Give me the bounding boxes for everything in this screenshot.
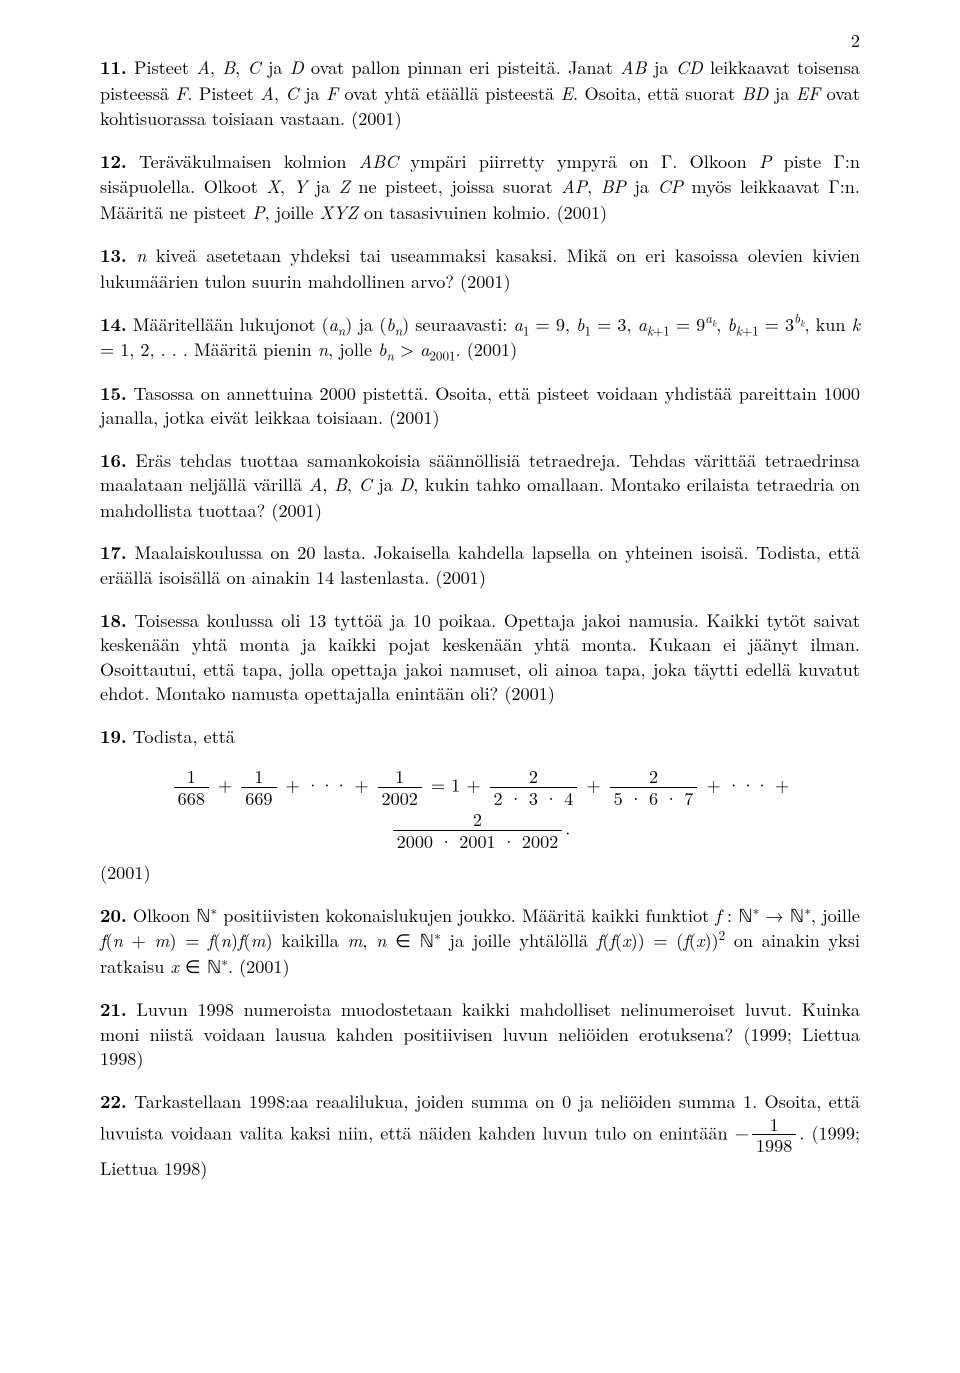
problem: 16. Eräs tehdas tuottaa samankokoisia sä… — [100, 448, 860, 523]
page: 2 11. Pisteet A, B, C ja D ovat pallon p… — [0, 0, 960, 1373]
problem-year: (2001) — [435, 564, 486, 590]
problem-year: (2001) — [467, 336, 518, 362]
problem: 15. Tasossa on annettuina 2000 pistettä.… — [100, 381, 860, 430]
problem-year: (2001) — [239, 953, 290, 979]
problem: 21. Luvun 1998 numeroista muodostetaan k… — [100, 997, 860, 1071]
problem-year: (2001) — [100, 860, 860, 885]
problem-year: (1999; Liettua 1998) — [100, 1021, 860, 1072]
problem-year: (2001) — [351, 105, 402, 131]
problem-year: (2001) — [504, 680, 555, 706]
problem-number: 13. — [100, 242, 127, 268]
page-number: 2 — [851, 28, 860, 53]
problem: 17. Maalaiskoulussa on 20 lasta. Jokaise… — [100, 540, 860, 589]
problem-year: (2001) — [389, 404, 440, 430]
problem-year: (2001) — [460, 268, 511, 294]
problem-number: 18. — [100, 607, 127, 633]
problem-number: 14. — [100, 311, 127, 337]
problem-number: 20. — [100, 902, 127, 928]
problem: 18. Toisessa koulussa oli 13 tyttöä ja 1… — [100, 608, 860, 706]
problem-number: 19. — [100, 723, 127, 749]
problem: 14. Määritellään lukujonot (an) ja (bn) … — [100, 312, 860, 363]
problem-number: 21. — [100, 996, 127, 1022]
problem: 11. Pisteet A, B, C ja D ovat pallon pin… — [100, 55, 860, 131]
problem-year: (2001) — [271, 497, 322, 523]
problem: 22. Tarkastellaan 1998:aa reaalilukua, j… — [100, 1089, 860, 1181]
problem-number: 22. — [100, 1088, 127, 1114]
problem-number: 11. — [100, 54, 127, 80]
problem: 12. Teräväkulmaisen kolmion ABC ympäri p… — [100, 149, 860, 226]
problem: 13. n kiveä asetetaan yhdeksi tai useamm… — [100, 243, 860, 293]
problem-year: (1999; Liettua 1998) — [100, 1119, 860, 1182]
problem-number: 15. — [100, 380, 127, 406]
problem-number: 16. — [100, 447, 127, 473]
equation: 1668 + 1669 + ··· + 12002 = 1 + 22 · 3 ·… — [100, 766, 860, 852]
problem: 19. Todista, että — [100, 724, 860, 749]
problem-number: 17. — [100, 539, 127, 565]
problem-list: 11. Pisteet A, B, C ja D ovat pallon pin… — [100, 55, 860, 1181]
problem-year: (2001) — [557, 199, 608, 225]
problem: 20. Olkoon ℕ∗ positiivisten kokonaisluku… — [100, 903, 860, 980]
problem-number: 12. — [100, 148, 127, 174]
